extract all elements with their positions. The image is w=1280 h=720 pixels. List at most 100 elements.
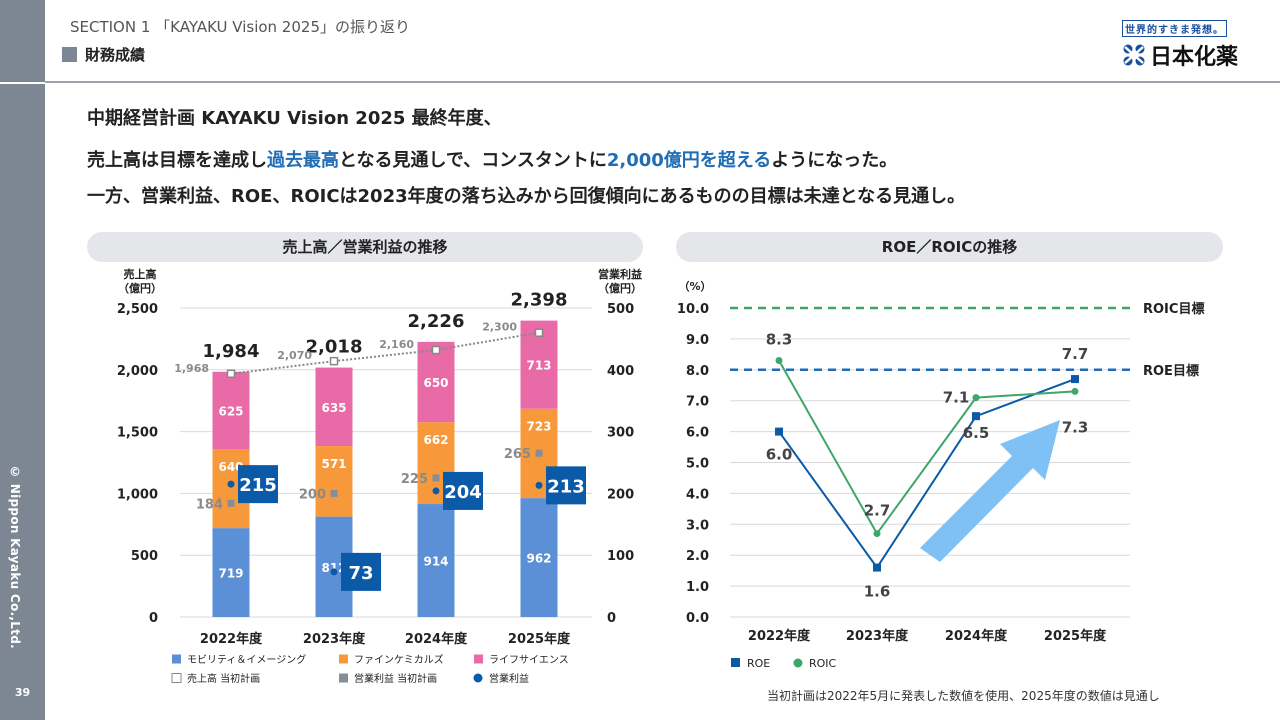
op-profit-marker (330, 568, 338, 576)
x-tick-label: 2022年度 (200, 631, 263, 647)
roic-marker (775, 357, 783, 365)
op-profit-marker (535, 481, 543, 489)
roe-marker (873, 563, 881, 572)
y2-tick-label: 400 (607, 364, 634, 379)
x-tick-label: 2025年度 (1044, 628, 1107, 644)
roic-marker (1071, 387, 1079, 395)
x-tick-label: 2024年度 (405, 631, 468, 647)
roe-marker (775, 427, 783, 436)
y2-axis-title: 営業利益 (598, 267, 642, 281)
y-tick-label: 1,500 (117, 426, 158, 441)
page-subtitle: 財務成績 (62, 44, 145, 65)
roic-marker (873, 530, 881, 538)
sales-plan-marker (226, 369, 236, 379)
bar-value-label: 640 (218, 460, 243, 474)
x-tick-label: 2023年度 (846, 628, 909, 644)
bar-value-label: 812 (321, 561, 346, 575)
op-plan-marker (432, 474, 440, 482)
y-tick-label: 2,500 (117, 302, 158, 317)
y-tick-label: 500 (131, 549, 158, 564)
data-label: 2.7 (864, 502, 891, 520)
op-profit-label: 73 (348, 563, 373, 584)
legend-label: 営業利益 当初計画 (354, 672, 437, 685)
legend-label: ライフサイエンス (489, 654, 569, 666)
op-profit-label-box (443, 471, 483, 510)
x-tick-label: 2023年度 (303, 631, 366, 647)
y2-tick-label: 100 (607, 549, 634, 564)
sidebar: © Nippon Kayaku Co.,Ltd. 39 (0, 0, 45, 720)
bar-value-label: 571 (321, 457, 346, 471)
data-label: 7.7 (1062, 345, 1089, 363)
target-label: ROE目標 (1143, 363, 1199, 379)
total-label: 2,398 (511, 290, 568, 311)
sales-plan-label: 1,968 (174, 362, 209, 375)
sales-plan-label: 2,300 (482, 321, 517, 334)
op-profit-label: 215 (239, 475, 277, 496)
legend-label: ROIC (809, 657, 837, 670)
legend-marker (171, 673, 182, 683)
y-tick-label: 3.0 (686, 518, 709, 533)
data-label: 7.3 (1062, 418, 1089, 436)
msg-highlight: 過去最高 (267, 150, 339, 171)
legend-marker (339, 654, 348, 664)
trend-arrow-icon (920, 420, 1060, 562)
op-profit-label-box (341, 552, 381, 591)
x-tick-label: 2022年度 (748, 628, 811, 644)
legend-label: 営業利益 (489, 672, 529, 685)
bar-segment (212, 371, 250, 450)
message-line-1: 中期経営計画 KAYAKU Vision 2025 最終年度、 (87, 108, 502, 129)
square-bullet-icon (62, 47, 77, 62)
logo-mark-icon (1123, 44, 1145, 66)
y2-tick-label: 500 (607, 302, 634, 317)
page-number: 39 (14, 686, 31, 699)
total-label: 2,226 (408, 311, 465, 332)
msg-text: ようになった。 (771, 150, 898, 171)
logo-tagline: 世界的すきま発想。 (1122, 20, 1227, 37)
legend-label: モビリティ＆イメージング (187, 653, 306, 666)
msg-text: となる見通しで、コンスタントに (339, 150, 607, 171)
copyright: © Nippon Kayaku Co.,Ltd. (8, 465, 22, 650)
bar-value-label: 719 (218, 567, 243, 581)
y-tick-label: 9.0 (686, 333, 709, 348)
y-tick-label: 1.0 (686, 580, 709, 595)
legend-marker (793, 658, 803, 668)
x-tick-label: 2024年度 (945, 628, 1008, 644)
y-tick-label: 2.0 (686, 549, 709, 564)
sidebar-divider (0, 82, 45, 84)
bar-value-label: 650 (423, 376, 448, 390)
bar-segment (315, 446, 353, 517)
footnote: 当初計画は2022年5月に発表した数値を使用、2025年度の数値は見通し (767, 689, 1160, 703)
message-line-3: 一方、営業利益、ROE、ROICは2023年度の落ち込みから回復傾向にあるものの… (87, 186, 966, 207)
y-tick-label: 0.0 (686, 611, 709, 626)
y-tick-label: 10.0 (677, 302, 709, 317)
subtitle-text: 財務成績 (85, 46, 146, 64)
op-profit-label: 213 (547, 476, 585, 497)
data-label: 6.5 (963, 424, 990, 442)
y-tick-label: 7.0 (686, 395, 709, 410)
data-label: 7.1 (943, 389, 970, 407)
data-label: 1.6 (864, 583, 891, 601)
y-tick-label: 0 (149, 611, 158, 626)
op-plan-marker (330, 489, 338, 497)
y-tick-label: 6.0 (686, 426, 709, 441)
roe-marker (1071, 375, 1079, 384)
bar-segment (417, 341, 455, 423)
target-label: ROIC目標 (1143, 301, 1204, 317)
bar-value-label: 635 (321, 401, 346, 415)
op-plan-label: 265 (504, 447, 531, 462)
y2-tick-label: 0 (607, 611, 616, 626)
y-tick-label: 4.0 (686, 487, 709, 502)
op-profit-label-box (546, 466, 586, 505)
legend-marker (473, 673, 483, 683)
op-plan-marker (227, 499, 235, 507)
legend-marker (339, 673, 348, 683)
section-title: SECTION 1 「KAYAKU Vision 2025」の振り返り (70, 18, 410, 36)
bar-segment (315, 367, 353, 447)
roe-marker (972, 412, 980, 421)
op-plan-label: 225 (401, 472, 428, 487)
data-label: 6.0 (766, 446, 793, 464)
op-profit-marker (227, 480, 235, 488)
op-profit-label: 204 (444, 482, 482, 503)
y-axis-title: （億円） (118, 281, 162, 295)
